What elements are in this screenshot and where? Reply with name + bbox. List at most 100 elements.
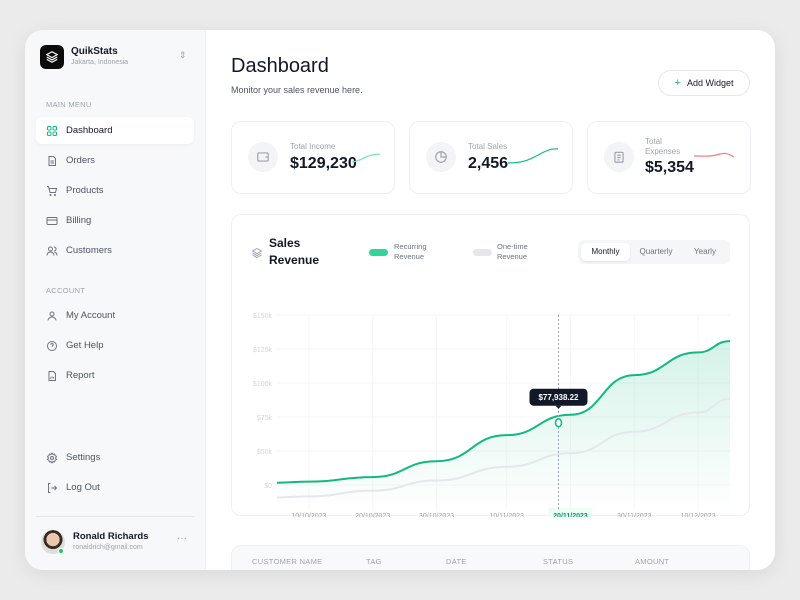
sidebar-item-label: Report <box>66 370 95 381</box>
stat-card-total-sales: Total Sales 2,456 <box>409 121 573 194</box>
document-icon <box>48 155 56 166</box>
x-tick-label: 20/10/2023 <box>355 513 390 517</box>
stat-card-total-expenses: Total Expenses $5,354 <box>587 121 751 194</box>
add-widget-button[interactable]: + Add Widget <box>658 70 750 96</box>
app-window: QuikStats Jakarta, Indonesia ⇕ MAIN MENU… <box>25 30 775 570</box>
page-subtitle: Monitor your sales revenue here. <box>231 85 363 95</box>
more-options-icon[interactable]: ··· <box>177 533 187 544</box>
stat-value: $129,230 <box>290 155 357 172</box>
help-circle-icon <box>47 340 57 351</box>
add-widget-label: Add Widget <box>686 78 734 88</box>
x-tick-label: 20/11/2023 <box>553 513 588 517</box>
y-tick-label: $0 <box>264 483 272 490</box>
sales-revenue-card: Sales Revenue Recurring Revenue One-time… <box>231 214 750 517</box>
column-header[interactable]: DATE <box>446 557 467 566</box>
y-tick-label: $100k <box>253 381 273 388</box>
y-tick-label: $125k <box>253 347 273 354</box>
sidebar-item-dashboard[interactable]: Dashboard <box>36 117 194 144</box>
user-icon <box>47 311 57 321</box>
trend-sparkline <box>694 152 735 158</box>
sidebar-item-products[interactable]: Products <box>36 177 194 204</box>
y-tick-label: $75k <box>257 415 273 422</box>
workspace-switcher-icon[interactable]: ⇕ <box>179 50 187 60</box>
tab-yearly[interactable]: Yearly <box>694 247 716 256</box>
customers-table: CUSTOMER NAME TAG DATE STATUS AMOUNT <box>231 545 750 570</box>
x-tick-highlight <box>548 508 593 517</box>
legend-swatch-recurring <box>369 249 388 256</box>
sidebar-item-label: Get Help <box>66 340 104 351</box>
online-status-dot <box>58 548 64 554</box>
stat-card-total-income: Total Income $129,230 <box>231 121 395 194</box>
sidebar-item-orders[interactable]: Orders <box>36 147 194 174</box>
stat-value: 2,456 <box>468 155 509 172</box>
sidebar-item-log-out[interactable]: Log Out <box>36 474 194 501</box>
tab-monthly[interactable]: Monthly <box>581 243 630 261</box>
plus-icon: + <box>674 77 681 89</box>
x-tick-label: 10/12/2023 <box>681 513 716 517</box>
sidebar-item-billing[interactable]: Billing <box>36 207 194 234</box>
stat-label: Total Income <box>290 142 336 151</box>
app-name: QuikStats <box>71 46 118 57</box>
chart-title: Sales Revenue <box>269 236 320 267</box>
x-tick-label: 30/10/2023 <box>419 513 454 517</box>
tooltip-value: $77,938.22 <box>538 393 579 402</box>
recurring-area <box>277 341 730 510</box>
sidebar-item-label: Orders <box>66 155 96 166</box>
stat-label: Total Sales <box>468 142 508 151</box>
tooltip-pointer <box>555 405 562 409</box>
sidebar-item-label: Log Out <box>66 482 100 493</box>
wallet-icon <box>248 142 278 172</box>
sidebar-item-label: Customers <box>66 245 112 256</box>
x-tick-label: 30/11/2023 <box>617 513 652 517</box>
pie-chart-icon <box>426 142 456 172</box>
sidebar-item-label: Billing <box>66 215 92 226</box>
x-tick-label: 10/10/2023 <box>291 513 326 517</box>
legend-swatch-one-time <box>473 249 492 256</box>
revenue-chart: $150k $125k $100k $75k $50k $0 10/10/2023 20/10… <box>253 313 731 517</box>
trend-sparkline <box>352 153 381 163</box>
credit-card-icon <box>46 216 58 225</box>
user-email: ronaldrich@gmail.com <box>73 544 143 551</box>
layers-icon <box>45 51 59 63</box>
sidebar-item-label: Dashboard <box>66 125 113 136</box>
sidebar-item-report[interactable]: Report <box>36 362 194 389</box>
page-title: Dashboard <box>231 55 329 77</box>
account-label: ACCOUNT <box>46 286 86 295</box>
sidebar-item-label: My Account <box>66 310 116 321</box>
cart-icon <box>47 185 58 196</box>
tab-quarterly[interactable]: Quarterly <box>639 247 673 256</box>
sidebar-item-my-account[interactable]: My Account <box>36 302 194 329</box>
recurring-revenue-line <box>276 340 731 484</box>
column-header[interactable]: CUSTOMER NAME <box>252 557 323 566</box>
app-location: Jakarta, Indonesia <box>71 59 129 66</box>
column-header[interactable]: STATUS <box>543 557 574 566</box>
logout-icon <box>48 482 58 493</box>
data-point-marker <box>554 417 563 428</box>
divider <box>36 516 194 517</box>
users-icon <box>46 246 58 256</box>
sidebar-item-get-help[interactable]: Get Help <box>36 332 194 359</box>
trend-sparkline <box>508 148 559 164</box>
tooltip <box>529 388 588 406</box>
clipboard-icon <box>604 142 634 172</box>
stat-value: $5,354 <box>645 159 694 176</box>
stat-label: Total Expenses <box>645 137 681 156</box>
legend-label: One-time Revenue <box>497 242 528 261</box>
one-time-revenue-line <box>276 397 731 499</box>
sidebar: QuikStats Jakarta, Indonesia ⇕ MAIN MENU… <box>25 30 206 570</box>
report-icon <box>48 370 56 381</box>
column-header[interactable]: AMOUNT <box>635 557 670 566</box>
app-logo <box>40 45 64 69</box>
sidebar-item-label: Products <box>66 185 104 196</box>
legend-label: Recurring Revenue <box>394 242 427 261</box>
column-header[interactable]: TAG <box>366 557 382 566</box>
main-menu-label: MAIN MENU <box>46 100 92 109</box>
sidebar-item-customers[interactable]: Customers <box>36 237 194 264</box>
main-content: Dashboard Monitor your sales revenue her… <box>206 30 775 570</box>
period-toggle: Monthly Quarterly Yearly <box>578 240 730 264</box>
y-tick-label: $150k <box>253 313 273 320</box>
gear-icon <box>46 451 58 464</box>
sidebar-item-label: Settings <box>66 452 101 463</box>
layers-icon <box>251 247 263 259</box>
sidebar-item-settings[interactable]: Settings <box>36 444 194 471</box>
